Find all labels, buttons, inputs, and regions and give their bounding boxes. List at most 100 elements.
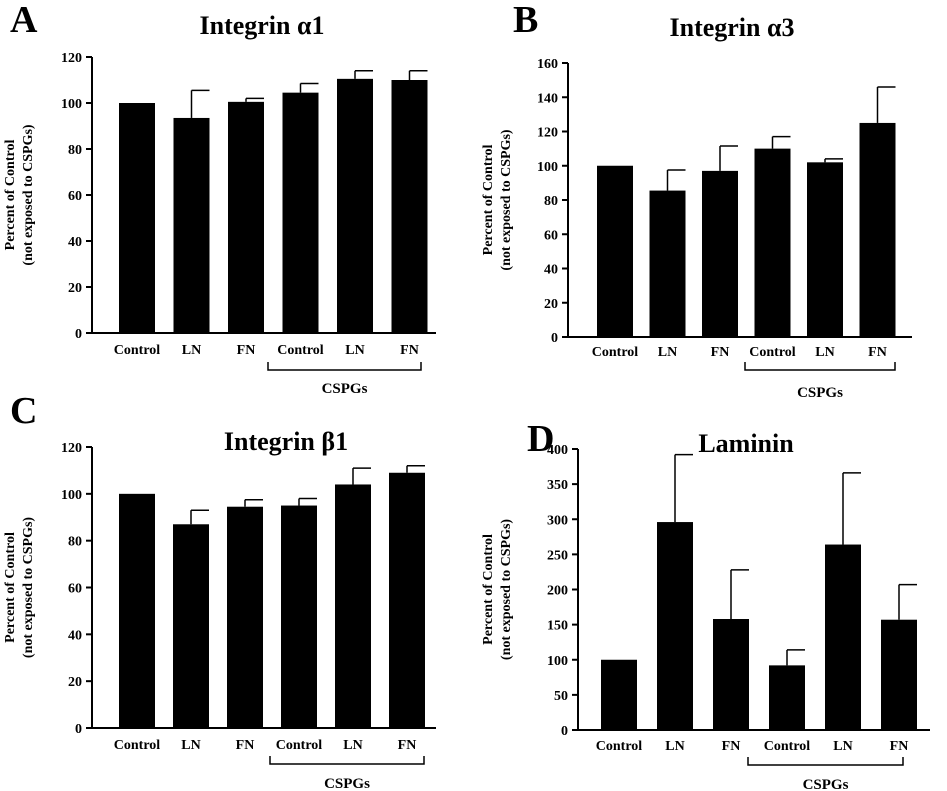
y-tick-label: 80 — [68, 535, 82, 550]
category-label: FN — [398, 738, 417, 753]
chart-title: Laminin — [698, 429, 794, 458]
bar — [657, 522, 693, 730]
category-label: Control — [749, 345, 796, 360]
category-label: FN — [722, 739, 741, 754]
bar — [335, 484, 371, 728]
y-tick-label: 140 — [537, 91, 558, 106]
y-tick-label: 20 — [68, 281, 82, 296]
y-tick-label: 40 — [68, 235, 82, 250]
y-tick-label: 160 — [537, 57, 558, 72]
category-label: FN — [890, 739, 909, 754]
bar — [173, 524, 209, 728]
y-tick-label: 0 — [551, 331, 558, 346]
y-axis-label: Percent of Control — [3, 532, 18, 643]
bar — [281, 505, 317, 728]
y-tick-label: 250 — [547, 548, 568, 563]
y-tick-label: 20 — [544, 297, 558, 312]
panel-letter: D — [527, 418, 554, 460]
y-tick-label: 100 — [537, 160, 558, 175]
panel-d: D Laminin Percent of Control (not exposed t… — [481, 418, 930, 791]
y-tick-label: 120 — [537, 126, 558, 141]
chart-title: Integrin β1 — [224, 427, 348, 456]
y-tick-label: 60 — [544, 228, 558, 243]
y-tick-label: 120 — [61, 441, 82, 456]
category-label: Control — [277, 343, 324, 358]
bar — [119, 103, 155, 333]
category-label: FN — [868, 345, 887, 360]
category-label: LN — [815, 345, 834, 360]
category-label: Control — [114, 343, 161, 358]
bar — [825, 544, 861, 730]
category-label: LN — [658, 345, 677, 360]
y-tick-label: 400 — [547, 443, 568, 458]
y-tick-label: 60 — [68, 189, 82, 204]
category-label: FN — [237, 343, 256, 358]
y-tick-label: 100 — [61, 97, 82, 112]
bar — [754, 148, 791, 337]
bar — [228, 101, 264, 333]
group-bracket — [747, 757, 904, 766]
y-tick-label: 350 — [547, 478, 568, 493]
group-label: CSPGs — [803, 777, 849, 791]
y-axis-label-line2: (not exposed to CSPGs) — [499, 519, 514, 661]
bar — [597, 165, 633, 337]
chart-title: Integrin α3 — [669, 13, 794, 42]
y-axis-label: Percent of Control — [3, 140, 18, 251]
category-label: Control — [592, 345, 639, 360]
y-tick-label: 300 — [547, 513, 568, 528]
category-label: LN — [343, 738, 362, 753]
group-bracket — [744, 362, 896, 371]
y-tick-label: 200 — [547, 584, 568, 599]
bar — [881, 619, 917, 730]
category-label: LN — [833, 739, 852, 754]
y-tick-label: 0 — [75, 327, 82, 342]
category-label: LN — [345, 343, 364, 358]
y-tick-label: 60 — [68, 582, 82, 597]
panel-b: B Integrin α3 Percent of Control (not expos… — [481, 0, 912, 401]
y-axis-label: Percent of Control — [481, 534, 496, 645]
group-label: CSPGs — [324, 776, 370, 791]
y-tick-label: 20 — [68, 675, 82, 690]
bar — [601, 659, 637, 730]
y-tick-label: 0 — [561, 724, 568, 739]
bar — [119, 493, 155, 728]
bar — [769, 665, 805, 730]
category-label: FN — [400, 343, 419, 358]
y-tick-label: 0 — [75, 722, 82, 737]
category-label: LN — [182, 343, 201, 358]
group-bracket — [269, 756, 425, 765]
y-tick-label: 100 — [61, 488, 82, 503]
category-label: LN — [665, 739, 684, 754]
y-axis-label-line2: (not exposed to CSPGs) — [499, 129, 514, 271]
bar — [337, 78, 373, 333]
category-label: Control — [114, 738, 161, 753]
bar — [389, 472, 425, 728]
bar — [649, 190, 686, 337]
category-label: FN — [236, 738, 255, 753]
category-label: Control — [764, 739, 811, 754]
bar — [227, 506, 263, 728]
panel-letter: C — [10, 390, 37, 432]
y-tick-label: 80 — [544, 194, 558, 209]
bar — [859, 122, 896, 337]
category-label: LN — [181, 738, 200, 753]
y-tick-label: 40 — [68, 628, 82, 643]
bar — [282, 92, 319, 334]
bar — [391, 80, 428, 333]
group-label: CSPGs — [322, 381, 368, 397]
category-label: Control — [596, 739, 643, 754]
y-tick-label: 100 — [547, 654, 568, 669]
y-tick-label: 150 — [547, 619, 568, 634]
chart-title: Integrin α1 — [199, 11, 324, 40]
bar — [713, 619, 749, 730]
panel-a: A Integrin α1 Percent of Control (not expos… — [3, 0, 436, 397]
y-axis-label-line2: (not exposed to CSPGs) — [21, 124, 36, 266]
bar — [702, 170, 738, 337]
y-tick-label: 50 — [554, 689, 568, 704]
panel-c: C Integrin β1 Percent of Control (not expos… — [3, 390, 436, 791]
y-tick-label: 80 — [68, 143, 82, 158]
category-label: FN — [711, 345, 730, 360]
y-tick-label: 40 — [544, 263, 558, 278]
bar — [807, 162, 843, 337]
y-tick-label: 120 — [61, 51, 82, 66]
